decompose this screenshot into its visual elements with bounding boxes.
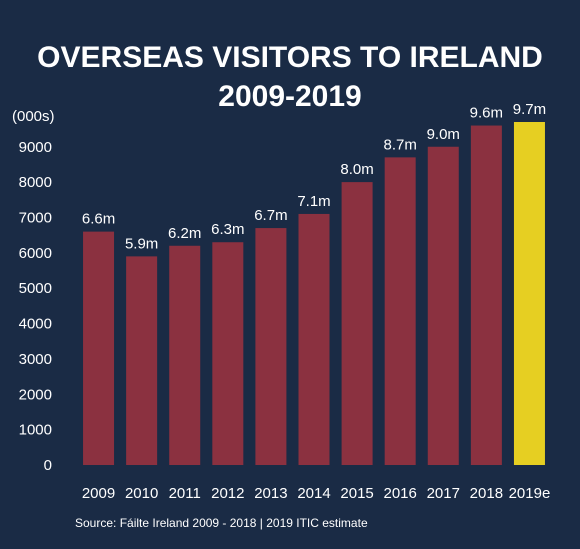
bar-2013 [255, 228, 287, 465]
x-tick-label: 2018 [470, 485, 503, 502]
bar-2018 [470, 125, 502, 466]
bar-2010 [126, 256, 158, 465]
data-label-2011: 6.2m [168, 225, 201, 242]
x-tick-label: 2016 [383, 485, 416, 502]
x-tick-label: 2014 [297, 485, 330, 502]
bar-2016 [384, 157, 416, 465]
data-label-2018: 9.6m [470, 105, 503, 122]
y-tick-label: 9000 [19, 139, 52, 156]
data-label-2010: 5.9m [125, 235, 158, 252]
data-label-2016: 8.7m [384, 136, 417, 153]
y-tick-label: 8000 [19, 174, 52, 191]
y-tick-label: 6000 [19, 245, 52, 262]
chart-title-line2: 2009-2019 [218, 80, 361, 113]
bar-2017 [427, 146, 459, 466]
bar-2015 [341, 182, 373, 465]
bar-2011 [169, 245, 201, 465]
y-axis: 0 1000 2000 3000 4000 5000 6000 7000 8000 9000 [19, 139, 52, 474]
y-tick-label: 4000 [19, 316, 52, 333]
y-tick-label: 3000 [19, 351, 52, 368]
x-tick-label: 2017 [427, 485, 460, 502]
bars [83, 122, 545, 466]
data-label-2019e: 9.7m [513, 101, 546, 118]
data-label-2014: 7.1m [297, 193, 330, 210]
x-tick-label: 2011 [169, 485, 201, 502]
y-tick-label: 7000 [19, 209, 52, 226]
x-tick-label: 2010 [125, 485, 158, 502]
y-tick-label: 2000 [19, 386, 52, 403]
data-label-2017: 9.0m [427, 126, 460, 143]
source-note: Source: Fáilte Ireland 2009 - 2018 | 201… [75, 516, 368, 530]
x-tick-label: 2013 [254, 485, 287, 502]
chart-title-line1: OVERSEAS VISITORS TO IRELAND [37, 41, 543, 74]
data-label-2015: 8.0m [340, 161, 373, 178]
x-tick-label: 2015 [340, 485, 373, 502]
y-tick-label: 5000 [19, 280, 52, 297]
data-labels: 6.6m 5.9m 6.2m 6.3m 6.7m 7.1m 8.0m 8.7m 9.0m 9.6m… [82, 101, 546, 252]
bar-2019e [513, 122, 545, 465]
data-label-2009: 6.6m [82, 211, 115, 228]
y-tick-label: 0 [44, 457, 52, 474]
y-axis-unit-label: (000s) [12, 108, 55, 125]
y-tick-label: 1000 [19, 422, 52, 439]
bar-2014 [298, 213, 330, 465]
data-label-2012: 6.3m [211, 221, 244, 238]
x-tick-label: 2012 [211, 485, 244, 502]
data-label-2013: 6.7m [254, 207, 287, 224]
bar-2009 [83, 231, 115, 465]
x-tick-label: 2019e [509, 485, 551, 502]
x-tick-label: 2009 [82, 485, 115, 502]
x-axis: 2009 2010 2011 2012 2013 2014 2015 2016 2017 2018… [82, 485, 550, 502]
bar-2012 [212, 242, 244, 465]
